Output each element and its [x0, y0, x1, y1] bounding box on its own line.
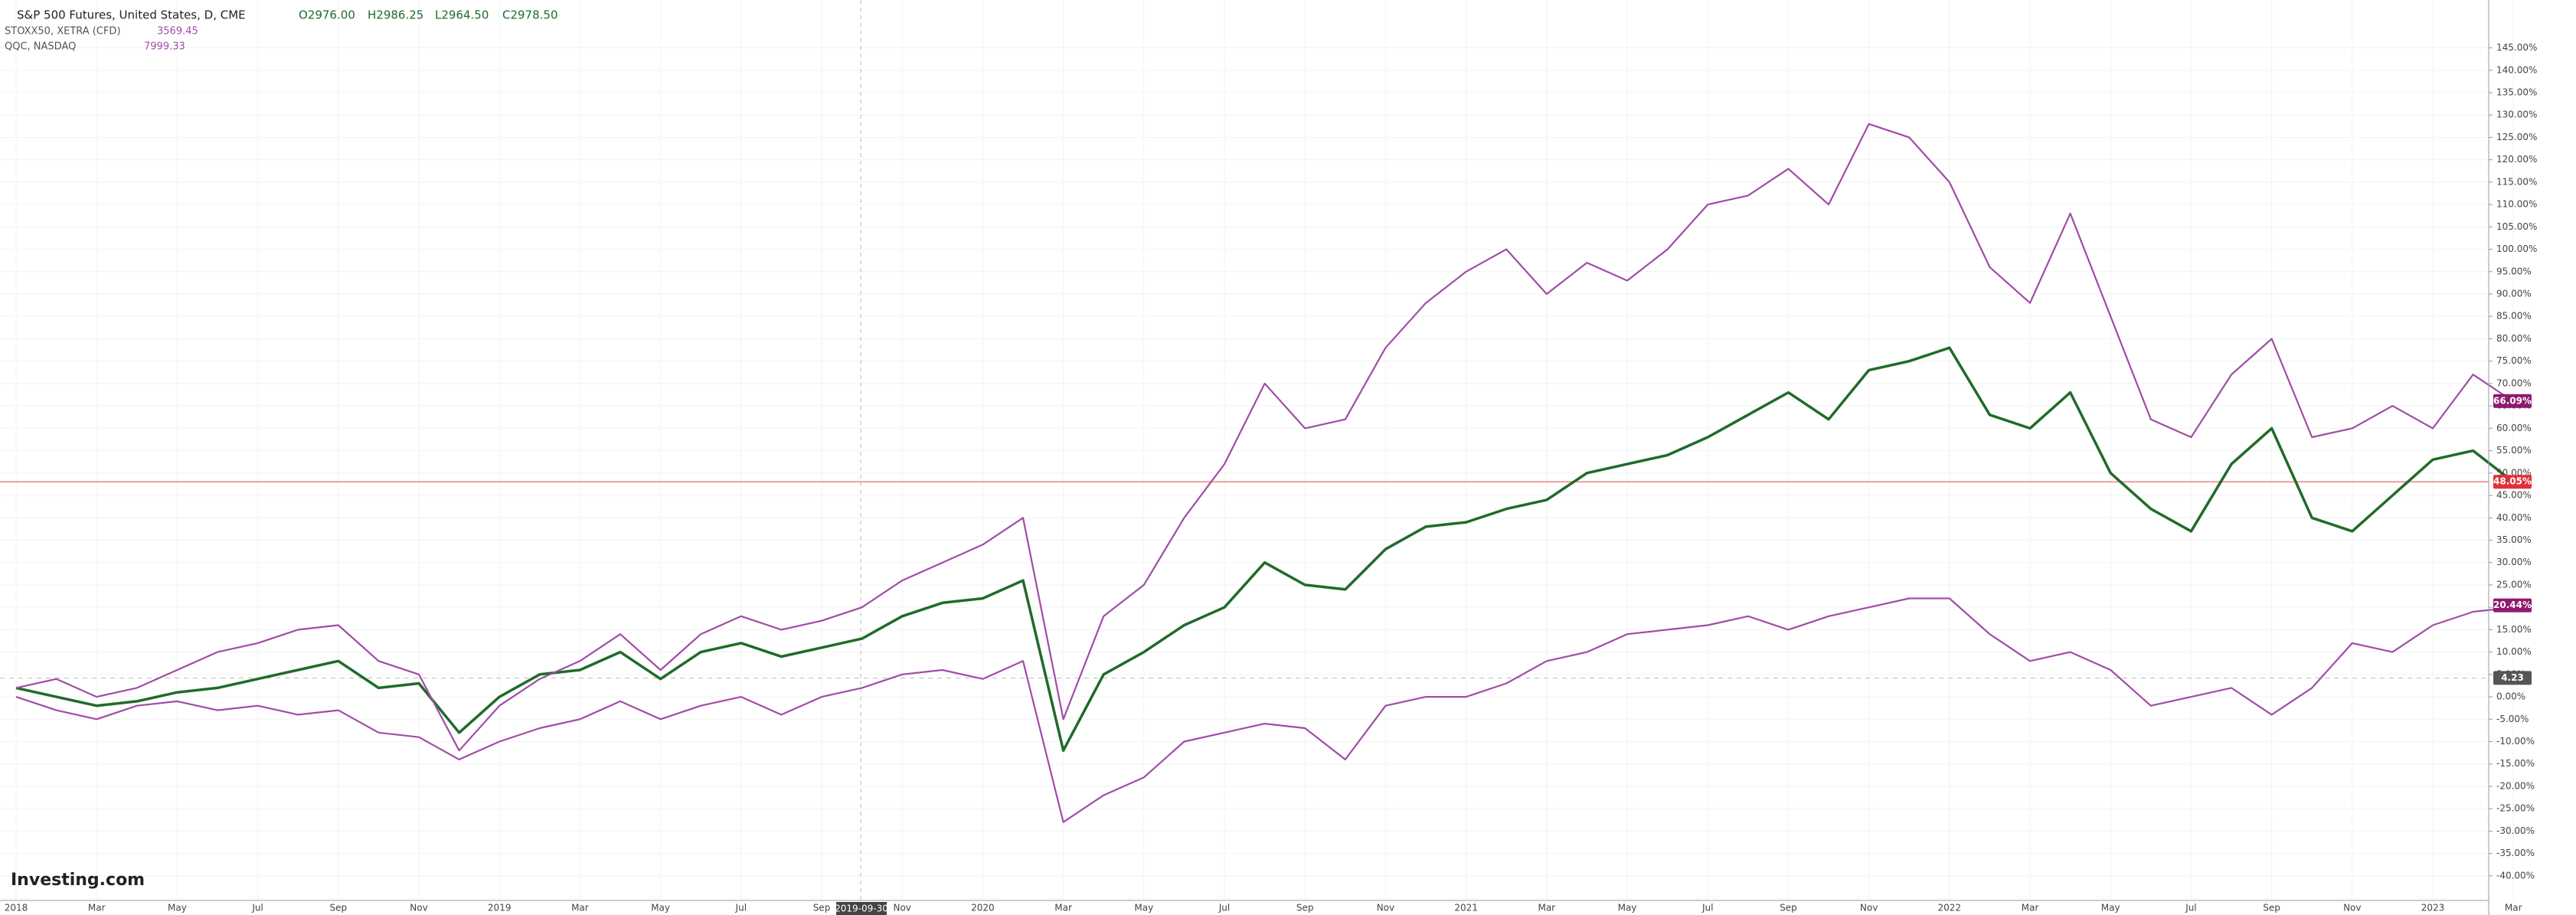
price-badge [2493, 598, 2532, 613]
x-tick-label: May [1618, 903, 1637, 913]
ohlc-open: O2976.00 [299, 8, 355, 22]
y-tick-label: 0.00% [2496, 691, 2525, 702]
x-tick-label: Nov [410, 903, 427, 913]
legend-entry: S&P 500 Futures, United States, D, CME [17, 8, 246, 22]
ohlc-close: C2978.50 [502, 8, 558, 22]
x-tick-label: Sep [1296, 903, 1314, 913]
x-tick-label: Jul [251, 903, 263, 913]
y-tick-label: -40.00% [2496, 870, 2535, 881]
y-tick-label: 75.00% [2496, 355, 2532, 366]
x-tick-label: 2020 [971, 903, 995, 913]
y-tick-label: -35.00% [2496, 848, 2535, 858]
y-tick-label: 30.00% [2496, 557, 2532, 567]
price-badge-label: 20.44% [2493, 600, 2532, 610]
x-tick-label: Jul [1702, 903, 1713, 913]
y-tick-label: 40.00% [2496, 512, 2532, 523]
price-badge-label: 48.05% [2493, 476, 2532, 487]
x-tick-label: Mar [1538, 903, 1555, 913]
x-tick-label: Sep [329, 903, 347, 913]
y-tick-label: 70.00% [2496, 377, 2532, 388]
price-badge [2493, 671, 2532, 685]
crosshair-date: 2019-09-30 [835, 904, 888, 914]
y-tick-label: 25.00% [2496, 579, 2532, 590]
x-tick-label: Mar [88, 903, 106, 913]
x-tick-label: May [651, 903, 670, 913]
y-tick-label: 105.00% [2496, 221, 2537, 232]
x-tick-label: 2021 [1454, 903, 1478, 913]
x-tick-label: Sep [2263, 903, 2280, 913]
y-tick-label: 10.00% [2496, 646, 2532, 657]
y-tick-label: 140.00% [2496, 64, 2537, 75]
ohlc-low: L2964.50 [435, 8, 489, 22]
x-tick-label: Jul [2185, 903, 2196, 913]
y-tick-label: 90.00% [2496, 289, 2532, 299]
y-tick-label: -20.00% [2496, 780, 2535, 791]
y-tick-label: 95.00% [2496, 266, 2532, 276]
x-tick-label: 2022 [1938, 903, 1962, 913]
x-tick-label: Mar [571, 903, 589, 913]
grid [0, 0, 2514, 900]
y-tick-label: -15.00% [2496, 758, 2535, 769]
x-tick-label: Mar [2022, 903, 2039, 913]
x-tick-label: 2018 [5, 903, 28, 913]
x-tick-label: Nov [2343, 903, 2361, 913]
legend-quote: 7999.33 [144, 41, 185, 53]
price-badge-label: 4.23 [2501, 672, 2524, 683]
x-tick-label: Sep [813, 903, 831, 913]
y-tick-label: 125.00% [2496, 132, 2537, 142]
x-tick-label: 2023 [2421, 903, 2445, 913]
y-tick-label: 15.00% [2496, 624, 2532, 635]
y-tick-label: 45.00% [2496, 490, 2532, 501]
y-tick-label: -30.00% [2496, 825, 2535, 836]
legend-entry: QQC, NASDAQ [5, 41, 76, 53]
y-tick-label: 80.00% [2496, 333, 2532, 344]
ohlc-high: H2986.25 [368, 8, 423, 22]
y-tick-label: -10.00% [2496, 736, 2535, 747]
y-tick-label: 35.00% [2496, 534, 2532, 545]
x-tick-label: Mar [1054, 903, 1072, 913]
y-tick-label: 145.00% [2496, 42, 2537, 53]
y-tick-label: 60.00% [2496, 423, 2532, 433]
x-tick-label: Sep [1780, 903, 1797, 913]
y-tick-label: -25.00% [2496, 803, 2535, 814]
x-tick-label: Nov [1377, 903, 1394, 913]
x-tick-label: May [168, 903, 187, 913]
y-tick-label: 115.00% [2496, 176, 2537, 187]
crosshair-date-box [836, 902, 887, 915]
y-tick-label: 85.00% [2496, 311, 2532, 322]
x-tick-label: Jul [1218, 903, 1230, 913]
series-line [15, 123, 2514, 752]
axes: -40.00% -35.00% -30.00% -25.00% -20.00% -15.0… [5, 42, 2538, 913]
price-badge [2493, 475, 2532, 489]
legend-entry: STOXX50, XETRA (CFD) [5, 26, 121, 38]
y-tick-label: 110.00% [2496, 199, 2537, 210]
y-tick-label: 130.00% [2496, 109, 2537, 120]
x-tick-label: May [1134, 903, 1153, 913]
y-tick-label: 135.00% [2496, 87, 2537, 97]
price-badge [2493, 394, 2532, 408]
price-badge-label: 66.09% [2493, 395, 2532, 406]
x-tick-label: May [2101, 903, 2120, 913]
watermark: Investing.com [11, 871, 145, 890]
series-line [15, 597, 2514, 823]
x-tick-label: Jul [735, 903, 747, 913]
x-tick-label: Nov [1860, 903, 1878, 913]
plot [0, 123, 2515, 823]
x-tick-label: Mar [2505, 903, 2522, 913]
x-tick-label: 2019 [488, 903, 512, 913]
y-tick-label: 100.00% [2496, 243, 2537, 254]
y-tick-label: -5.00% [2496, 714, 2529, 724]
y-tick-label: 120.00% [2496, 154, 2537, 165]
x-tick-label: Nov [893, 903, 910, 913]
legend-quote: 3569.45 [157, 26, 198, 38]
legend: S&P 500 Futures, United States, D, CME O… [5, 8, 558, 53]
y-tick-label: 55.00% [2496, 445, 2532, 456]
